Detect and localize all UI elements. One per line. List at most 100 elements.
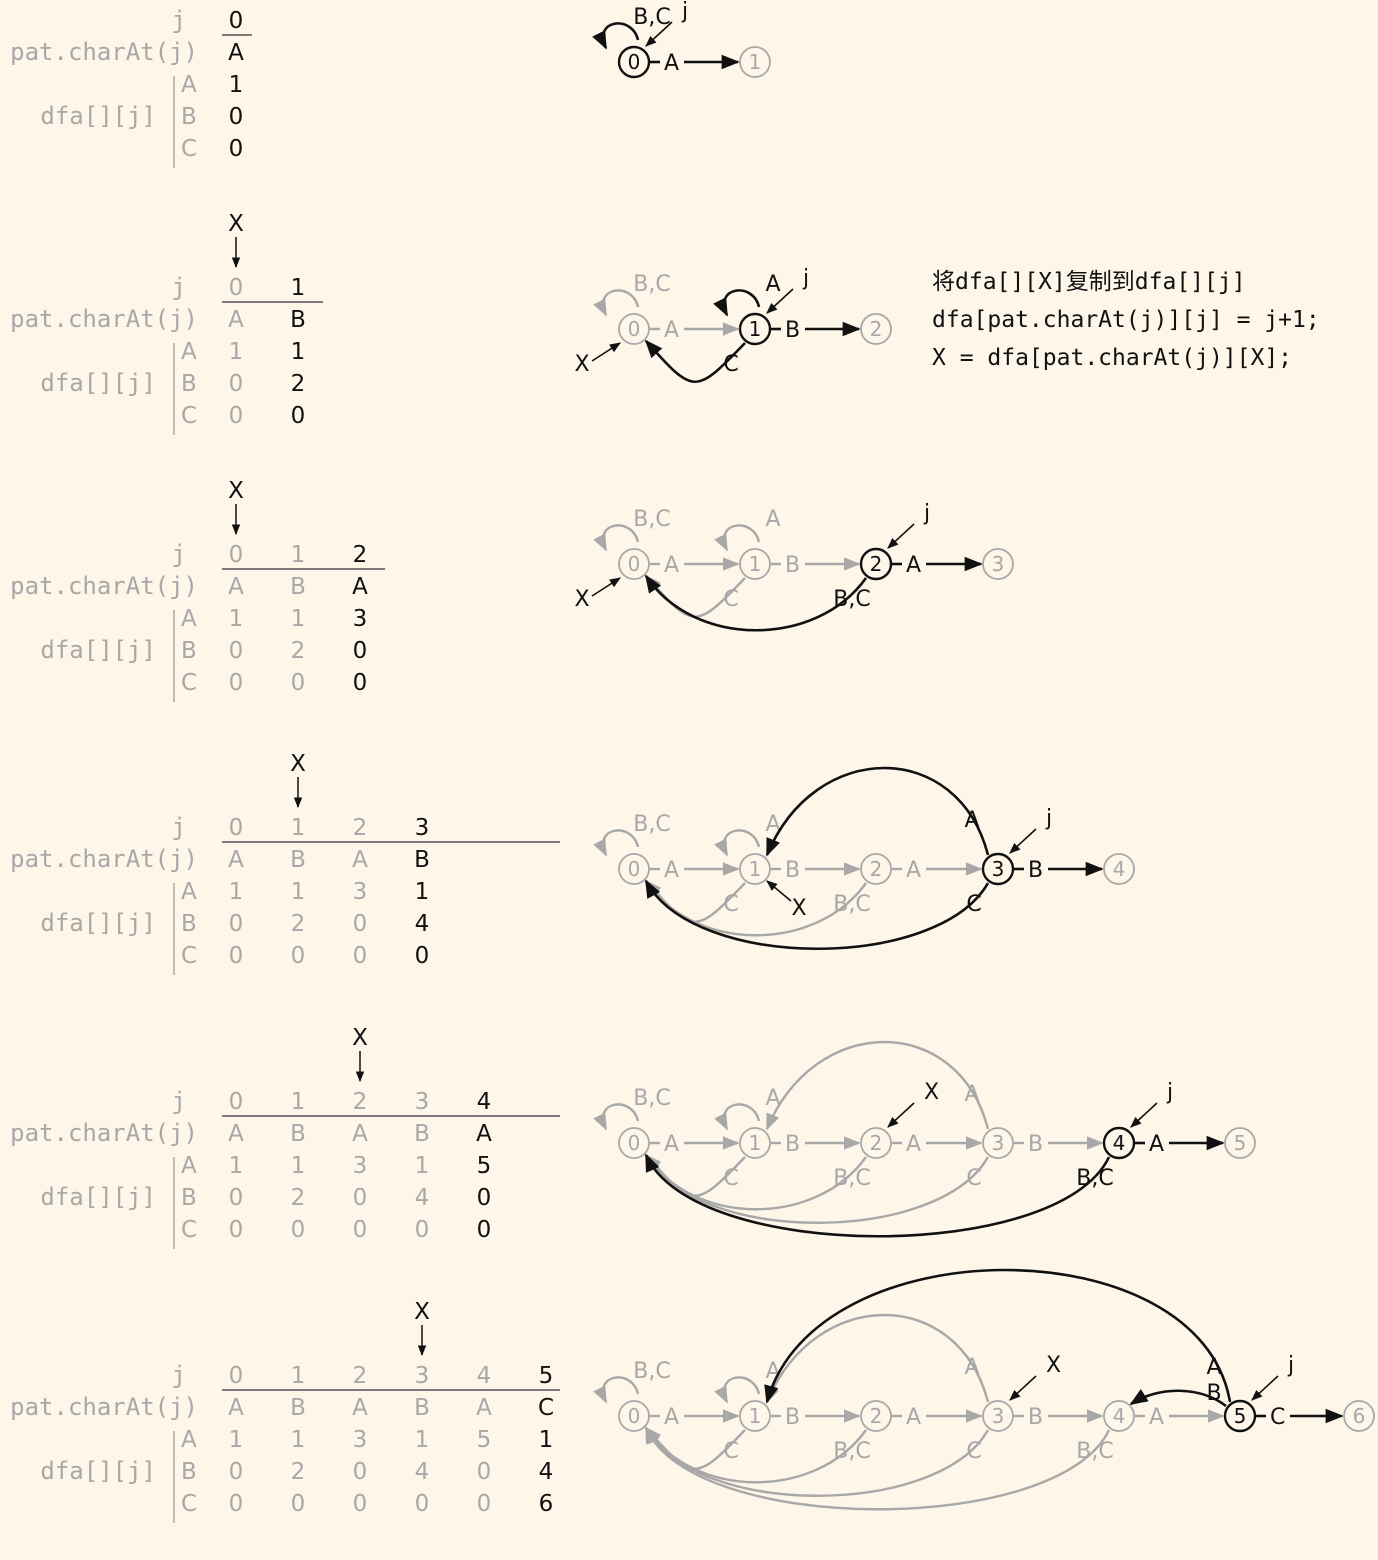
j-state-pointer: j [1251, 1353, 1294, 1401]
step-5-table: jpat.charAt(j)dfa[][j]ABC0A1001B1202A300… [10, 1299, 560, 1523]
dfa-cell-B-2: 0 [353, 1185, 368, 1211]
dfa-row-char-A: A [181, 879, 197, 905]
step-4-table: jpat.charAt(j)dfa[][j]ABC0A1001B1202A300… [10, 1025, 560, 1249]
transition-label: C [966, 1166, 981, 1191]
transition-3-to-4: B [1014, 1405, 1104, 1430]
dfa-cell-B-0: 0 [229, 1185, 244, 1211]
state-1: 1 [739, 1400, 771, 1432]
j-index: 1 [291, 815, 306, 841]
transition-1-to-1: A [713, 272, 781, 317]
transition-label: A [664, 1405, 679, 1430]
j-index: 0 [229, 8, 244, 34]
transition-label: B [785, 1132, 800, 1157]
dfa-cell-C-2: 0 [353, 1491, 368, 1517]
pattern-row-label: pat.charAt(j) [10, 38, 198, 66]
transition-1-to-2: B [771, 318, 861, 343]
note-line-match: dfa[pat.charAt(j)][j] = j+1; [932, 307, 1320, 333]
transition-1-to-2: B [771, 1405, 861, 1430]
state-number: 1 [749, 50, 762, 74]
dfa-cell-B-1: 2 [291, 1185, 306, 1211]
dfa-cell-A-4: 5 [477, 1153, 492, 1179]
x-state-pointer: X [1009, 1353, 1061, 1401]
dfa-cell-B-3: 4 [415, 1459, 430, 1485]
transition-1-to-2: B [771, 553, 861, 578]
x-state-pointer: X [887, 1080, 939, 1128]
dfa-cell-C-3: 0 [415, 1491, 430, 1517]
dfa-cell-C-3: 0 [415, 1217, 430, 1243]
state-4: 4 [1103, 853, 1135, 885]
dfa-cell-B-1: 2 [291, 638, 306, 664]
dfa-cell-A-4: 5 [477, 1427, 492, 1453]
transition-label: B [1206, 1381, 1221, 1406]
state-number: 2 [870, 552, 883, 576]
transition-label: B [785, 318, 800, 343]
transition-label: A [1149, 1405, 1164, 1430]
state-number: 2 [870, 317, 883, 341]
transition-5-to-1: A [764, 1268, 1232, 1404]
dfa-row-label: dfa[][j] [40, 909, 156, 937]
state-0: 0 [618, 548, 650, 580]
dfa-cell-A-3: 1 [415, 1153, 430, 1179]
j-row-label: j [172, 1361, 186, 1389]
transition-3-to-4: B [1014, 858, 1104, 883]
transition-1-to-1: A [714, 1359, 781, 1404]
state-number: 4 [1113, 1131, 1126, 1155]
state-number: 2 [870, 857, 883, 881]
transition-label: A [664, 553, 679, 578]
j-state-pointer: j [766, 266, 809, 314]
dfa-row-char-C: C [181, 136, 197, 162]
transition-3-to-0: C [644, 1426, 990, 1497]
algorithm-note: 将dfa[][X]复制到dfa[][j] dfa[pat.charAt(j)][… [932, 269, 1320, 371]
j-row-label: j [172, 813, 186, 841]
pattern-row-label: pat.charAt(j) [10, 1119, 198, 1147]
dfa-row-char-B: B [181, 911, 197, 937]
dfa-cell-A-0: 1 [229, 72, 244, 98]
dfa-cell-C-0: 0 [229, 1491, 244, 1517]
transition-label: B [785, 553, 800, 578]
dfa-cell-C-1: 0 [291, 403, 306, 429]
dfa-cell-A-0: 1 [229, 606, 244, 632]
dfa-cell-C-0: 0 [229, 670, 244, 696]
pattern-char: A [228, 307, 244, 333]
transition-label: A [765, 1086, 780, 1111]
transition-3-to-1: A [765, 1313, 990, 1404]
dfa-cell-C-0: 0 [229, 1217, 244, 1243]
transition-label: C [966, 892, 981, 917]
transition-1-to-2: B [771, 1132, 861, 1157]
transition-1-to-1: A [714, 812, 781, 857]
state-1: 1 [739, 853, 771, 885]
state-number: 0 [628, 50, 641, 74]
j-index: 0 [229, 542, 244, 568]
transition-0-to-0: B,C [593, 507, 671, 552]
note-line-copy: 将dfa[][X]复制到dfa[][j] [932, 269, 1246, 295]
transition-1-to-0: C [644, 339, 746, 383]
transition-label: A [765, 812, 780, 837]
dfa-cell-B-1: 2 [291, 371, 306, 397]
state-number: 1 [749, 552, 762, 576]
state-number: 1 [749, 1404, 762, 1428]
state-number: 4 [1113, 1404, 1126, 1428]
transition-2-to-0: B,C [644, 574, 871, 632]
x-state-pointer: X [574, 577, 621, 612]
transition-label: A [664, 318, 679, 343]
state-number: 1 [749, 857, 762, 881]
dfa-row-char-C: C [181, 1217, 197, 1243]
transition-label: A [906, 1405, 921, 1430]
transition-0-to-0: B,C [593, 272, 671, 317]
dfa-row-label: dfa[][j] [40, 102, 156, 130]
transition-label: B,C [633, 507, 670, 532]
pattern-char: A [352, 1395, 368, 1421]
transition-label: C [723, 892, 738, 917]
dfa-row-char-A: A [181, 72, 197, 98]
dfa-cell-B-0: 0 [229, 911, 244, 937]
x-pointer-label: X [228, 478, 244, 504]
transition-label: A [1206, 1355, 1221, 1380]
transition-label: B,C [833, 892, 870, 917]
dfa-cell-A-1: 1 [291, 1427, 306, 1453]
transition-label: A [664, 51, 679, 76]
state-number: 1 [749, 1131, 762, 1155]
dfa-cell-A-1: 1 [291, 1153, 306, 1179]
dfa-cell-B-3: 4 [415, 1185, 430, 1211]
